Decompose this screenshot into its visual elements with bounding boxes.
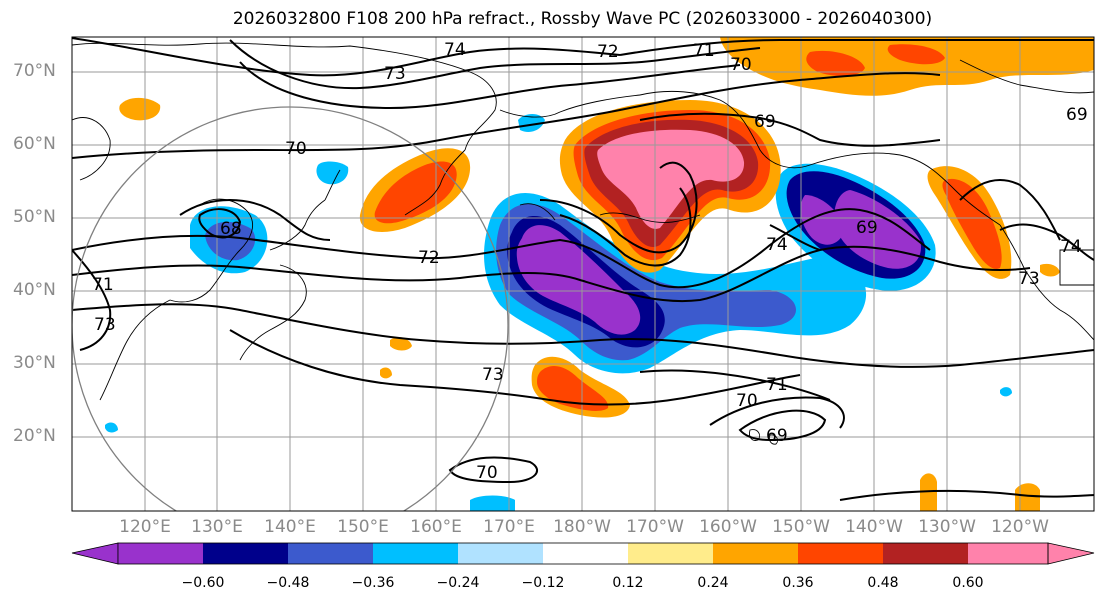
contour-bottom	[839, 489, 1094, 501]
colorbar	[71, 542, 1095, 565]
contour-layer	[72, 37, 1094, 501]
contour-label: 71	[693, 41, 715, 61]
lon-label: 170°E	[483, 517, 535, 537]
contour-74-north	[72, 37, 621, 77]
contour-label: 69	[1066, 105, 1088, 125]
contour-label: 74	[766, 235, 788, 255]
contour-73-low	[229, 329, 801, 406]
lat-label: 30°N	[13, 353, 56, 373]
colorbar-swatch	[118, 543, 203, 564]
colorbar-tick-label: 0.48	[867, 575, 899, 591]
lon-label: 120°E	[119, 517, 171, 537]
lat-label: 20°N	[13, 426, 56, 446]
colorbar-tick-label: 0.60	[952, 575, 984, 591]
colorbar-swatch	[203, 543, 288, 564]
colorbar-swatch	[798, 543, 883, 564]
contour-73-east	[959, 179, 1061, 241]
contour-69-north	[639, 112, 941, 147]
contour-label: 70	[285, 139, 307, 159]
contour-label: 70	[730, 55, 752, 75]
contour-70	[72, 72, 941, 159]
coastlines	[72, 42, 1094, 445]
contour-73	[229, 39, 761, 90]
contour-69-trough	[559, 187, 692, 267]
highlight-circle	[72, 106, 509, 511]
colorbar-swatch	[883, 543, 968, 564]
colorbar-swatch	[373, 543, 458, 564]
contour-label: 69	[754, 112, 776, 132]
lat-label: 70°N	[13, 61, 56, 81]
colorbar-swatch	[458, 543, 543, 564]
lon-label: 180°W	[553, 517, 611, 537]
colorbar-swatch	[968, 543, 1048, 564]
contour-70-sw	[448, 456, 538, 484]
contour-71-south	[639, 369, 831, 401]
lon-label: 170°W	[626, 517, 684, 537]
lon-label: 140°W	[845, 517, 903, 537]
contour-label: 73	[482, 365, 504, 385]
contour-label: 71	[92, 275, 114, 295]
colorbar-tick-label: −0.60	[181, 575, 225, 591]
lat-label: 60°N	[13, 134, 56, 154]
colorbar-tick-label: 0.12	[612, 575, 644, 591]
contour-label: 73	[384, 64, 406, 84]
contour-72-mid	[72, 208, 931, 289]
map-frame	[71, 36, 1095, 512]
lon-label: 150°E	[337, 517, 389, 537]
lon-label: 150°W	[772, 517, 830, 537]
colorbar-swatch	[543, 543, 628, 564]
contour-label: 74	[1060, 237, 1082, 257]
lon-label: 160°E	[410, 517, 462, 537]
contour-labels: 74 72 71 70 73 69 70 69 68 72 74 74 73 7…	[92, 40, 1088, 483]
contour-74-east	[999, 223, 1094, 261]
contour-label: 70	[736, 391, 758, 411]
contour-71-low	[72, 303, 1094, 368]
lat-label: 50°N	[13, 207, 56, 227]
lon-label: 120°W	[991, 517, 1049, 537]
colorbar-swatch	[288, 543, 373, 564]
contour-73-mid	[72, 245, 1031, 303]
contour-label: 73	[94, 315, 116, 335]
contour-69-south	[738, 409, 827, 442]
contour-label: 72	[418, 248, 440, 268]
colorbar-tick-label: −0.48	[266, 575, 310, 591]
contour-label: 69	[856, 218, 878, 238]
lon-label: 130°E	[191, 517, 243, 537]
contour-70-south	[709, 396, 845, 429]
contour-label: 73	[1018, 269, 1040, 289]
colorbar-tick-label: −0.24	[436, 575, 480, 591]
contour-74-mid	[769, 224, 821, 251]
lon-label: 160°W	[699, 517, 757, 537]
colorbar-max-arrow	[1047, 542, 1095, 565]
contour-label: 72	[597, 42, 619, 62]
contour-label: 69	[766, 426, 788, 446]
colorbar-tick-label: 0.36	[782, 575, 814, 591]
contour-label: 71	[766, 375, 788, 395]
contour-west-coil	[72, 249, 112, 351]
colorbar-swatch	[713, 543, 798, 564]
contour-label: 68	[220, 219, 242, 239]
map-plot-area: 74 72 71 70 73 69 70 69 68 72 74 74 73 7…	[72, 37, 1094, 511]
contour-71	[239, 61, 741, 110]
contour-72	[619, 39, 1094, 56]
contour-label: 74	[444, 40, 466, 60]
lat-label: 40°N	[13, 280, 56, 300]
lon-label: 140°E	[264, 517, 316, 537]
colorbar-tick-label: 0.24	[697, 575, 729, 591]
colorbar-min-arrow	[71, 542, 119, 565]
lon-label: 130°W	[918, 517, 976, 537]
contour-label: 70	[476, 463, 498, 483]
contour-70-trough	[539, 161, 698, 254]
contour-69-west	[179, 199, 331, 241]
colorbar-tick-label: −0.12	[521, 575, 565, 591]
colorbar-swatch	[628, 543, 713, 564]
colorbar-tick-label: −0.36	[351, 575, 395, 591]
map-title: 2026032800 F108 200 hPa refract., Rossby…	[232, 9, 933, 29]
